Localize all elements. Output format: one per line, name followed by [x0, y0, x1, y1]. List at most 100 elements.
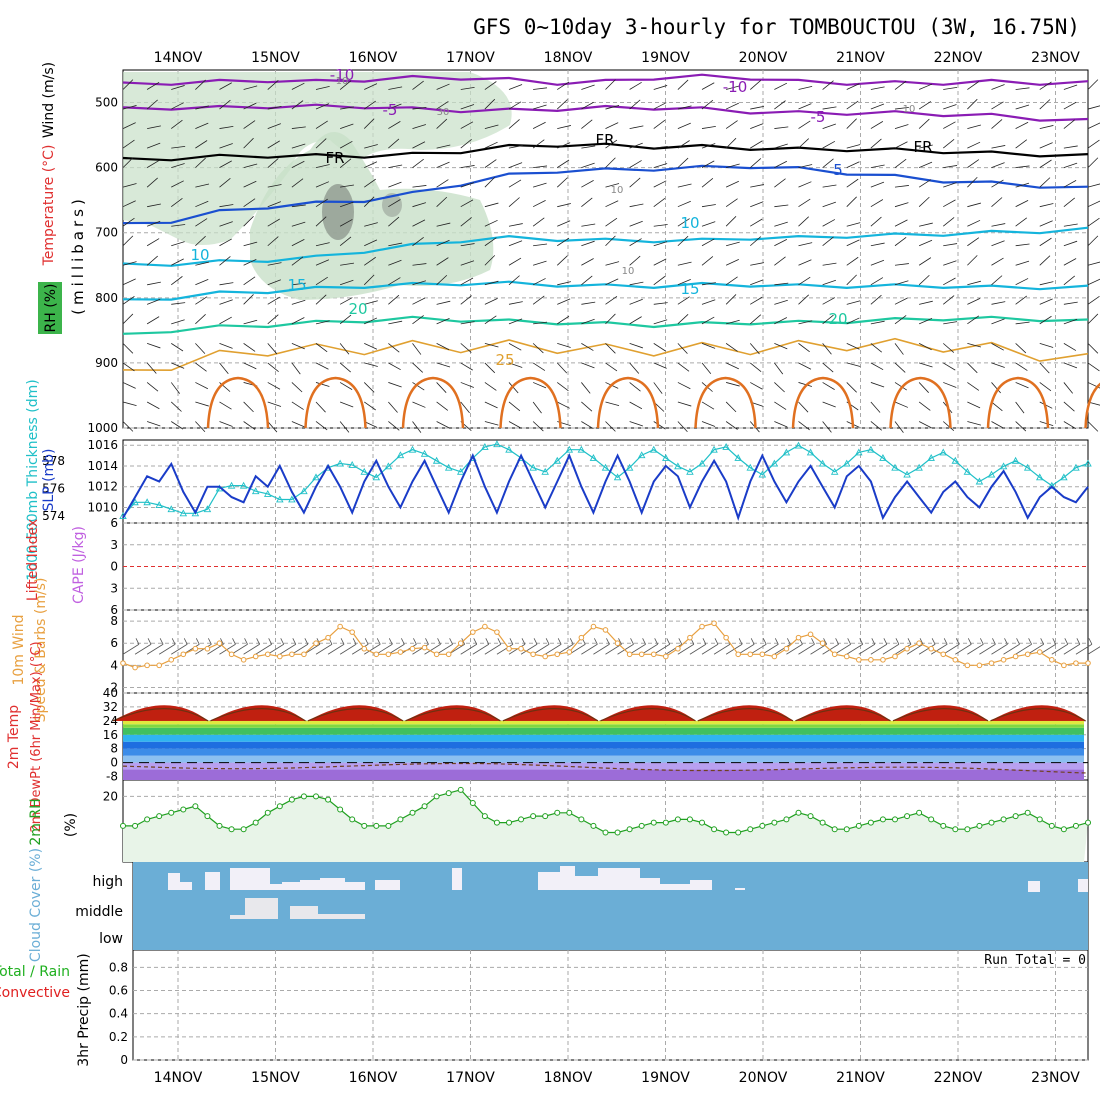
wind-barb: [943, 86, 958, 90]
wind-barb: [532, 139, 545, 149]
wind-barb: [725, 276, 738, 286]
y-tick-label: 800: [95, 291, 118, 305]
wind-barb: [918, 101, 932, 110]
wind-speed-point: [397, 649, 404, 655]
wind-barb: [557, 220, 571, 227]
wind-barb: [363, 382, 375, 393]
wind-barb: [122, 200, 136, 208]
wind-speed-point: [192, 645, 199, 652]
wind-barb: [677, 200, 691, 208]
wind-barb: [822, 421, 832, 433]
wind-barb: [315, 198, 328, 208]
wind-speed-point: [843, 653, 850, 660]
rh2m-point: [192, 803, 199, 810]
rh-contour-label: 10: [622, 266, 635, 277]
wind10m-barb: [388, 643, 405, 655]
wind-barb: [412, 263, 427, 266]
wind-speed-point: [904, 645, 910, 652]
wind-barb: [581, 84, 595, 90]
wind-barb: [822, 106, 837, 110]
upper-air-frame: [122, 69, 1089, 429]
wind-barb: [894, 297, 908, 305]
bl-temp-arc: [986, 376, 1050, 429]
wind10m-barb: [146, 643, 164, 655]
wind-barb: [122, 382, 136, 389]
wind10m-barb-flag: [847, 638, 852, 645]
wind-barb: [484, 237, 497, 247]
wind-barb: [894, 185, 909, 188]
y-tick-label: 0.2: [109, 1030, 128, 1044]
wind-barb: [701, 421, 716, 427]
wind-barb: [653, 302, 668, 305]
isotherm-line: [122, 142, 1089, 162]
wind-barb: [171, 180, 184, 188]
wind-speed-point: [445, 651, 452, 658]
wind-barb: [460, 138, 472, 149]
wind-barb: [508, 84, 523, 90]
wind-barb: [822, 219, 836, 227]
wind-speed-point: [216, 640, 223, 647]
wind-barb: [894, 315, 907, 325]
wind-speed-point: [132, 664, 138, 671]
wind10m-barb: [339, 643, 357, 655]
wind10m-barb: [762, 643, 779, 655]
precip-total-label: Total / Rain: [0, 964, 70, 980]
wind-barb: [918, 274, 930, 286]
wind10m-barb: [376, 643, 393, 655]
wind-barb: [870, 216, 882, 227]
wind10m-barb-flag: [1028, 638, 1032, 645]
wind-barb: [532, 421, 544, 432]
wind10m-barb-flag: [980, 638, 984, 645]
wind-barb: [147, 281, 161, 286]
y-tick-label: 0: [110, 560, 118, 574]
thickness-point: [360, 467, 369, 475]
wind-barb: [532, 199, 546, 208]
wind-barb: [267, 401, 282, 407]
wind-barb: [388, 86, 403, 90]
wind-barb: [581, 382, 591, 394]
thickness-label: 1000-500mb Thickness (dm): [25, 379, 41, 580]
wind-barb: [919, 300, 933, 305]
wind-barb: [146, 238, 160, 247]
rh2m-point: [735, 829, 742, 836]
wind-barb: [1015, 295, 1028, 305]
wind-barb: [533, 87, 548, 90]
wind-barb: [291, 204, 306, 208]
wind-barb: [557, 281, 571, 286]
wind-barb: [171, 302, 186, 305]
rh2m-label: 2m RH: [28, 798, 44, 845]
wind-barb: [894, 219, 908, 227]
wind-barb: [195, 343, 206, 354]
wind-barb: [894, 362, 906, 373]
wind-barb: [629, 255, 641, 266]
wind-barb: [1039, 159, 1052, 168]
wind-barb: [894, 382, 907, 391]
wind-barb: [701, 221, 716, 227]
wind-barb: [315, 382, 330, 387]
wind-barb: [967, 124, 982, 129]
wind-barb: [388, 103, 402, 110]
wind-barb: [894, 106, 909, 110]
x-tick-label-bottom: 22NOV: [934, 1070, 983, 1086]
wind-barb: [870, 401, 881, 413]
cloud-high-block: [180, 882, 192, 890]
wind-barb: [653, 421, 666, 430]
wind-speed-point: [277, 653, 283, 660]
wind-barb: [267, 123, 281, 129]
wind-barb: [774, 178, 786, 188]
wind-barb: [315, 120, 328, 129]
wind-barb: [122, 295, 135, 305]
thickness-point: [444, 463, 453, 471]
y-tick-label: 8: [110, 742, 118, 756]
wind-barb: [846, 161, 860, 168]
y-tick-label: 1010: [87, 500, 118, 514]
thickness-point: [710, 445, 718, 453]
wind-barb: [629, 125, 644, 129]
wind-barb: [725, 102, 739, 110]
wind-speed-point: [795, 634, 802, 641]
wind-barb: [1063, 343, 1077, 351]
isotherm-label: 10: [680, 214, 699, 232]
wind10m-barb-flag: [171, 638, 176, 645]
rh2m-point: [1085, 819, 1091, 826]
wind-barb: [171, 421, 184, 430]
